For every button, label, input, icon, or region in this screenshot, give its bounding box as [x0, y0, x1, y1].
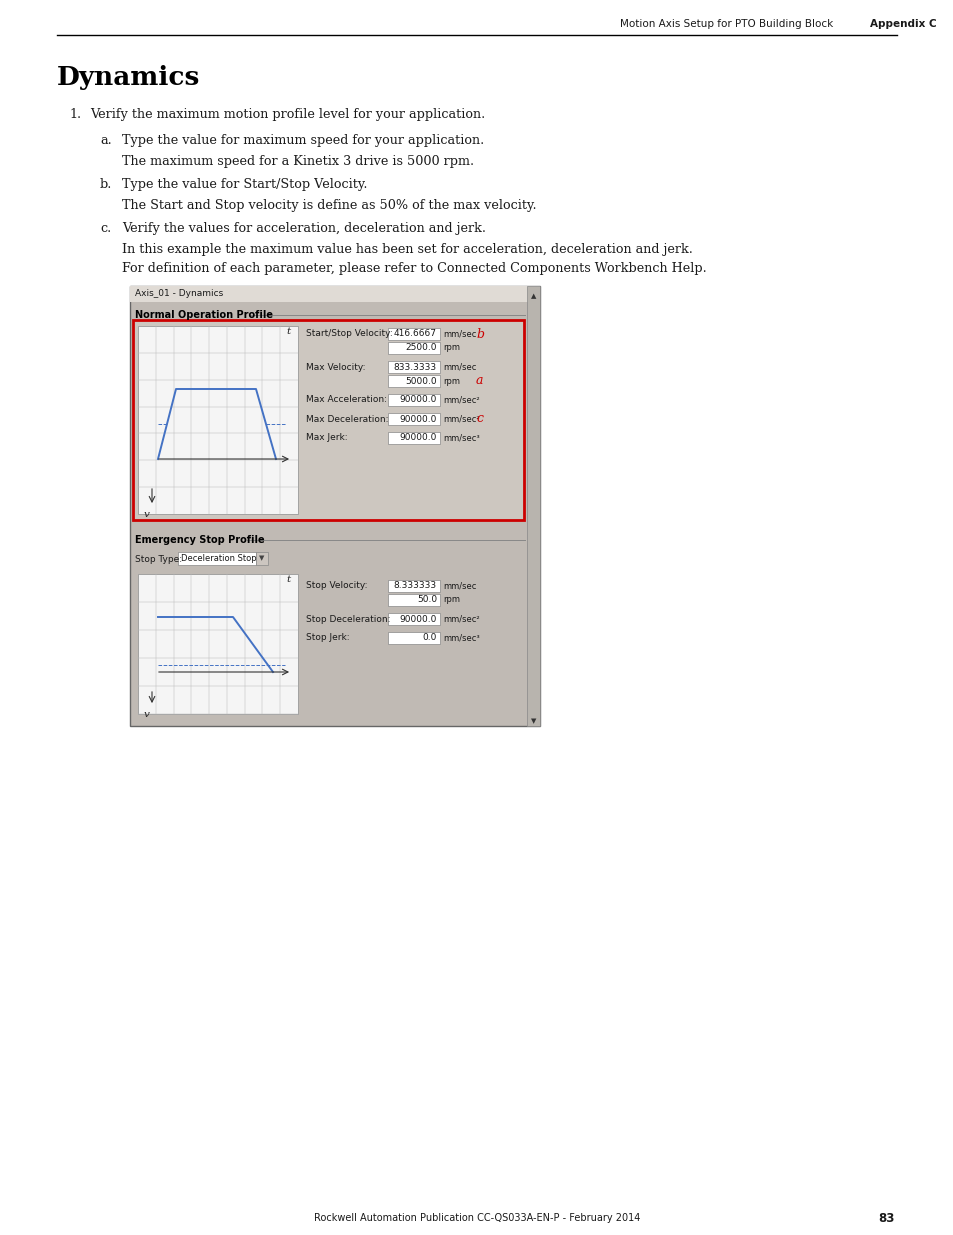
Bar [130, 287, 539, 726]
Text: In this example the maximum value has been set for acceleration, deceleration an: In this example the maximum value has be… [122, 243, 692, 256]
Text: Type the value for maximum speed for your application.: Type the value for maximum speed for you… [122, 135, 484, 147]
Text: mm/sec: mm/sec [442, 363, 476, 372]
Text: 833.3333: 833.3333 [394, 363, 436, 372]
Text: 8.333333: 8.333333 [394, 582, 436, 590]
Text: t: t [287, 576, 291, 584]
Text: Verify the maximum motion profile level for your application.: Verify the maximum motion profile level … [90, 107, 485, 121]
Text: v: v [144, 510, 150, 519]
Bar [388, 594, 439, 606]
Bar [388, 329, 439, 340]
Text: mm/sec²: mm/sec² [442, 615, 479, 624]
Text: Axis_01 - Dynamics: Axis_01 - Dynamics [135, 289, 223, 299]
Text: Motion Axis Setup for PTO Building Block: Motion Axis Setup for PTO Building Block [619, 19, 832, 28]
Bar [178, 552, 255, 564]
Bar [388, 394, 439, 406]
Text: Normal Operation Profile: Normal Operation Profile [135, 310, 273, 320]
Text: rpm: rpm [442, 343, 459, 352]
Text: 90000.0: 90000.0 [399, 615, 436, 624]
Text: ▼: ▼ [259, 556, 264, 562]
Text: Emergency Stop Profile: Emergency Stop Profile [135, 535, 264, 545]
Bar [138, 326, 297, 514]
Text: ▲: ▲ [530, 293, 536, 299]
Text: Type the value for Start/Stop Velocity.: Type the value for Start/Stop Velocity. [122, 178, 367, 191]
Bar [388, 375, 439, 387]
Text: Start/Stop Velocity:: Start/Stop Velocity: [306, 330, 393, 338]
Bar [388, 613, 439, 625]
Bar [388, 342, 439, 354]
Text: a.: a. [100, 135, 112, 147]
Text: 83: 83 [878, 1212, 894, 1224]
Text: c.: c. [100, 222, 112, 235]
Text: Max Velocity:: Max Velocity: [306, 363, 365, 372]
Text: t: t [287, 327, 291, 336]
Text: Rockwell Automation Publication CC-QS033A-EN-P - February 2014: Rockwell Automation Publication CC-QS033… [314, 1213, 639, 1223]
Text: mm/sec²: mm/sec² [442, 395, 479, 405]
Bar [388, 580, 439, 592]
Text: rpm: rpm [442, 377, 459, 385]
Text: 90000.0: 90000.0 [399, 395, 436, 405]
Text: 2500.0: 2500.0 [405, 343, 436, 352]
Text: Stop Jerk:: Stop Jerk: [306, 634, 349, 642]
Text: For definition of each parameter, please refer to Connected Components Workbench: For definition of each parameter, please… [122, 262, 706, 275]
Text: mm/sec²: mm/sec² [442, 415, 479, 424]
Text: 416.6667: 416.6667 [394, 330, 436, 338]
Text: 1.: 1. [70, 107, 82, 121]
Text: a: a [476, 374, 483, 388]
Bar [388, 432, 439, 445]
Text: Max Acceleration:: Max Acceleration: [306, 395, 387, 405]
Text: Stop Deceleration:: Stop Deceleration: [306, 615, 390, 624]
Text: Max Jerk:: Max Jerk: [306, 433, 347, 442]
Text: Deceleration Stop: Deceleration Stop [181, 555, 256, 563]
Text: 90000.0: 90000.0 [399, 433, 436, 442]
Text: 90000.0: 90000.0 [399, 415, 436, 424]
Text: mm/sec³: mm/sec³ [442, 634, 479, 642]
Text: Appendix C: Appendix C [869, 19, 936, 28]
Bar [130, 287, 539, 303]
Bar [255, 552, 268, 564]
Text: ▼: ▼ [530, 718, 536, 724]
Bar [388, 412, 439, 425]
Text: mm/sec³: mm/sec³ [442, 433, 479, 442]
Text: 50.0: 50.0 [416, 595, 436, 604]
Text: Max Deceleration:: Max Deceleration: [306, 415, 388, 424]
Text: Stop Type:: Stop Type: [135, 556, 182, 564]
Text: b: b [476, 327, 483, 341]
Text: b.: b. [100, 178, 112, 191]
Text: c: c [476, 412, 482, 426]
Text: mm/sec: mm/sec [442, 582, 476, 590]
Text: The Start and Stop velocity is define as 50% of the max velocity.: The Start and Stop velocity is define as… [122, 199, 536, 212]
Text: Stop Velocity:: Stop Velocity: [306, 582, 367, 590]
Text: rpm: rpm [442, 595, 459, 604]
Text: The maximum speed for a Kinetix 3 drive is 5000 rpm.: The maximum speed for a Kinetix 3 drive … [122, 156, 474, 168]
Text: v: v [144, 710, 150, 719]
Bar [388, 632, 439, 643]
Text: Dynamics: Dynamics [57, 65, 200, 90]
Text: 5000.0: 5000.0 [405, 377, 436, 385]
Text: mm/sec: mm/sec [442, 330, 476, 338]
Text: Verify the values for acceleration, deceleration and jerk.: Verify the values for acceleration, dece… [122, 222, 485, 235]
Bar [526, 287, 539, 726]
Text: 0.0: 0.0 [422, 634, 436, 642]
Bar [388, 361, 439, 373]
Bar [138, 574, 297, 714]
Bar [132, 320, 523, 520]
